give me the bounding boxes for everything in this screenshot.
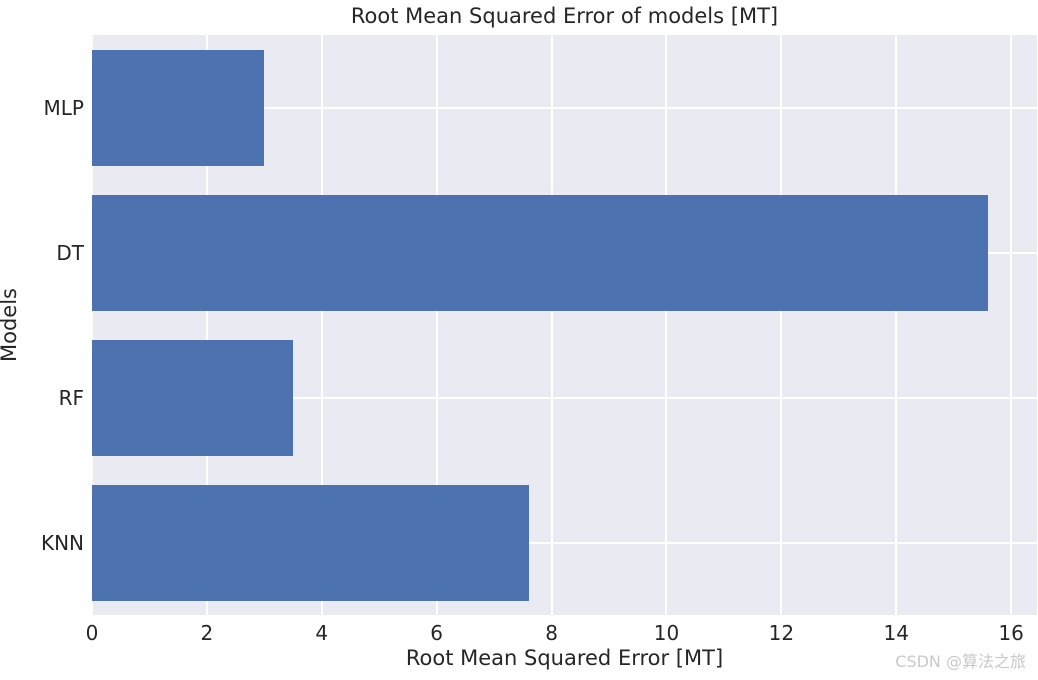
x-axis-tick-labels: 0 2 4 6 8 10 12 14 16 bbox=[86, 621, 1037, 647]
bar-dt bbox=[92, 194, 989, 311]
y-tick-label-knn: KNN bbox=[40, 530, 84, 555]
x-axis-label: Root Mean Squared Error [MT] bbox=[405, 646, 724, 670]
bar-mlp bbox=[92, 49, 265, 166]
plot-area bbox=[91, 35, 1037, 615]
chart-title: Root Mean Squared Error of models [MT] bbox=[350, 4, 779, 28]
x-tick-label-6: 6 bbox=[430, 621, 444, 645]
gridline-x-0 bbox=[91, 35, 93, 615]
x-tick-label-14: 14 bbox=[883, 621, 909, 645]
y-axis-tick-labels: MLP DT RF KNN bbox=[0, 35, 84, 615]
gridline-x-2 bbox=[205, 35, 208, 615]
x-tick-label-12: 12 bbox=[768, 621, 795, 645]
gridline-x-10 bbox=[665, 35, 668, 615]
x-tick-label-2: 2 bbox=[200, 621, 214, 645]
y-axis-label: Models bbox=[0, 288, 21, 362]
x-tick-label-0: 0 bbox=[85, 621, 99, 645]
bar-knn bbox=[92, 484, 529, 601]
bar-rf bbox=[92, 339, 294, 456]
x-tick-label-10: 10 bbox=[653, 621, 680, 645]
gridline-x-16 bbox=[1010, 35, 1013, 615]
watermark: CSDN @算法之旅 bbox=[895, 652, 1026, 671]
y-tick-label-rf: RF bbox=[58, 385, 84, 410]
x-tick-label-8: 8 bbox=[545, 621, 558, 645]
gridline-y-mlp bbox=[92, 106, 1037, 109]
gridline-x-12 bbox=[780, 35, 783, 615]
gridline-x-8 bbox=[550, 35, 553, 615]
x-tick-label-4: 4 bbox=[315, 621, 329, 645]
gridline-x-4 bbox=[320, 35, 323, 615]
gridline-x-14 bbox=[895, 35, 898, 615]
x-tick-label-16: 16 bbox=[998, 621, 1024, 645]
gridline-y-knn bbox=[92, 541, 1037, 544]
gridline-x-6 bbox=[435, 35, 438, 615]
gridline-y-rf bbox=[92, 396, 1037, 399]
y-tick-label-mlp: MLP bbox=[43, 95, 84, 120]
y-tick-label-dt: DT bbox=[56, 240, 84, 265]
